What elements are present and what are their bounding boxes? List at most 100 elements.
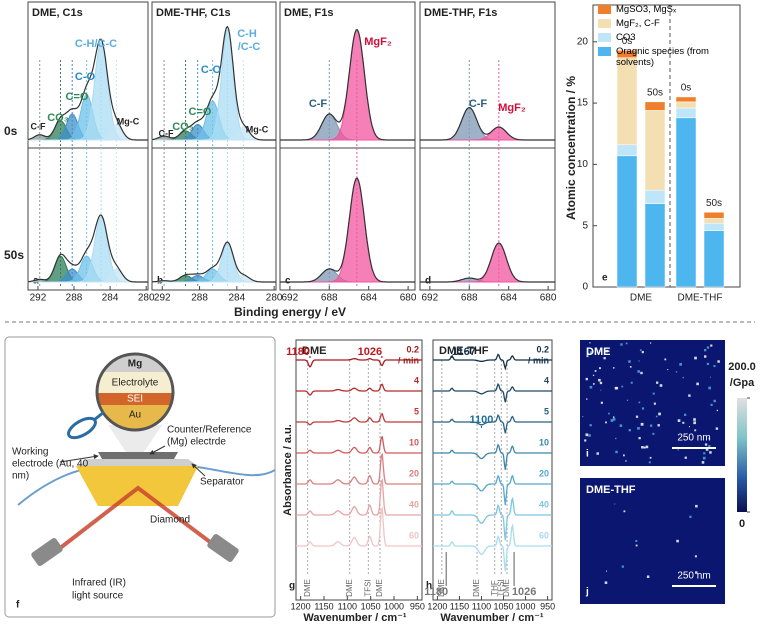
bar-segment [644, 203, 666, 288]
map-speck [703, 452, 706, 455]
panel-letter: f [16, 600, 20, 611]
legend-label: MgSO3, MgSₓ [616, 4, 677, 15]
legend-swatch [598, 33, 611, 42]
map-speck [650, 342, 652, 344]
x-tick-label: 1200 [427, 601, 447, 611]
bar-segment [675, 101, 697, 109]
separator [76, 459, 198, 466]
trace-label: 20 [539, 468, 549, 478]
plot-frame [592, 4, 741, 288]
map-speck [628, 360, 631, 363]
setup-diagram: Mg Electrolyte SEI Au Counter/Reference … [4, 336, 276, 618]
x-tick-label: 284 [228, 293, 245, 304]
trace-label: 40 [539, 499, 549, 509]
peak-annotation: MgF₂ [498, 102, 526, 114]
bar-segment [703, 211, 725, 219]
peak-annotation: CO₃ [172, 121, 194, 133]
map-speck [623, 510, 626, 513]
spectrum-trace [296, 357, 422, 368]
legend-swatch [598, 5, 611, 14]
map-speck [589, 342, 591, 344]
panel-frame [4, 336, 276, 618]
y-tick-label: 5 [582, 220, 588, 231]
legend-item: Oragnic species (from solvents) [598, 46, 738, 68]
peak-annotation: C-O [75, 71, 96, 83]
band-label: DME [437, 579, 446, 597]
map-speck [638, 360, 640, 362]
map-speck [635, 415, 639, 418]
map-speck [653, 402, 656, 405]
spectrum-trace [433, 474, 552, 506]
envelope [151, 25, 276, 141]
map-speck [586, 398, 588, 400]
map-speck [713, 399, 716, 403]
map-speck [650, 424, 653, 427]
map-speck [652, 392, 655, 395]
map-speck [630, 381, 633, 384]
x-tick-label: 692 [422, 293, 439, 304]
map-speck [693, 421, 697, 425]
map-speck [688, 394, 691, 397]
x-tick-label: 692 [282, 293, 299, 304]
band-label: DME [502, 579, 511, 597]
trace-label: 5 [544, 406, 549, 416]
unit-label: / min [398, 355, 419, 365]
peak-annotation: C-O [201, 64, 222, 76]
x-tick-label: 280 [266, 293, 283, 304]
map-speck [706, 346, 710, 349]
zoom-cone [108, 425, 162, 455]
map-speck [641, 407, 645, 410]
y-tick-label: 20 [577, 36, 589, 47]
map-speck [694, 555, 697, 558]
x-tick-label: 950 [410, 601, 425, 611]
map-speck [688, 426, 690, 428]
peak-annotation: C-F [159, 128, 174, 138]
peak-annotation: /C-C [238, 41, 261, 53]
map-speck [682, 376, 684, 379]
peak-annotation: C-F [31, 121, 46, 131]
map-speck [613, 367, 615, 369]
map-speck [597, 352, 599, 354]
map-speck [655, 415, 658, 418]
label: Counter/Reference [167, 425, 252, 436]
map-speck [621, 565, 624, 568]
component-peak [28, 216, 148, 283]
label: (Mg) electrde [167, 437, 226, 448]
map-speck [701, 577, 703, 580]
legend-item: MgF₂, C-F [598, 18, 738, 29]
panel-letter: c [285, 276, 291, 287]
layer-label: Electrolyte [112, 378, 159, 389]
map-speck [708, 437, 710, 440]
pointer [59, 454, 99, 463]
panel-letter: e [602, 273, 608, 284]
band-label: DME [472, 579, 481, 597]
label: electrode (Au, 40 [12, 459, 89, 470]
map-speck [615, 437, 617, 440]
scale-bar-label: 250 nm [677, 433, 710, 444]
trace-label: 60 [539, 530, 549, 540]
trace-label: 10 [409, 437, 419, 447]
panel-title: DME-THF, C1s [156, 7, 231, 19]
map-speck [652, 432, 655, 435]
peak-annotation: Mg-C [117, 116, 140, 126]
bar-segment [703, 230, 725, 288]
map-speck [640, 422, 644, 426]
map-speck [656, 381, 659, 384]
map-speck [604, 581, 608, 584]
envelope [27, 214, 148, 283]
x-tick-label: 688 [461, 293, 478, 304]
diamond [76, 466, 198, 506]
scale-bar-label: 250 nm [677, 571, 710, 582]
peak-annotation: C=O [189, 106, 212, 118]
x-tick-label: 292 [154, 293, 171, 304]
envelope [280, 28, 415, 141]
map-speck [706, 362, 710, 366]
x-tick-label: 680 [540, 293, 557, 304]
peak-annotation: C=O [66, 91, 89, 103]
y-axis-label: Atomic concentration / % [564, 76, 578, 220]
map-speck [643, 446, 646, 449]
map-speck [676, 539, 679, 543]
spectrum-trace [433, 523, 552, 572]
spectrum-trace [296, 383, 422, 396]
